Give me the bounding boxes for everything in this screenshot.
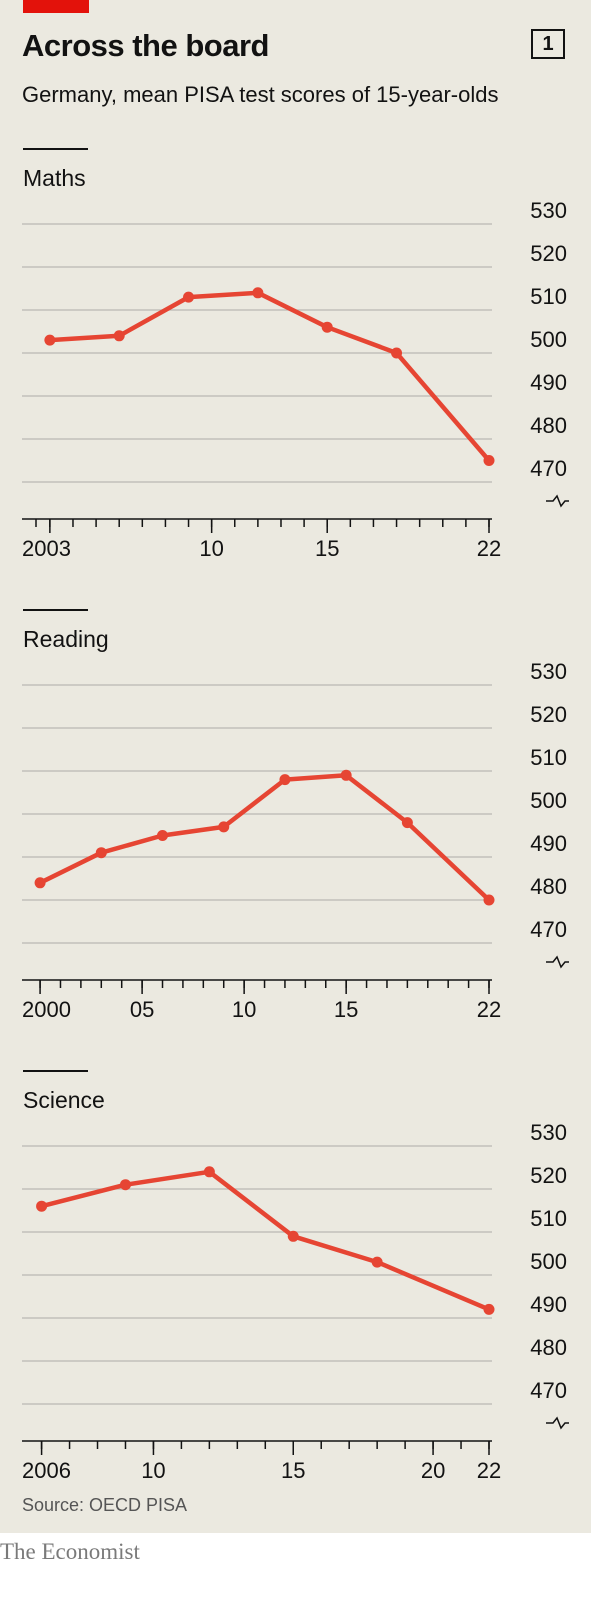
x-tick-label: 10 [199, 536, 223, 561]
y-tick-label: 470 [530, 917, 567, 942]
data-point [252, 287, 264, 299]
y-tick-label: 500 [530, 327, 567, 352]
series-line [39, 1169, 492, 1312]
data-point [44, 334, 56, 346]
axis-break-icon [546, 494, 569, 508]
x-tick-label: 22 [477, 1458, 501, 1483]
data-point [157, 830, 169, 841]
y-tick-label: 500 [530, 788, 567, 813]
series-line [47, 290, 492, 463]
y-tick-label: 510 [530, 284, 567, 309]
y-tick-label: 490 [530, 1292, 567, 1317]
x-tick-label: 2006 [22, 1458, 71, 1483]
x-tick-label: 10 [141, 1458, 165, 1483]
x-tick-label: 05 [130, 997, 154, 1022]
y-tick-label: 490 [530, 370, 567, 395]
y-tick-label: 480 [530, 874, 567, 899]
data-point [401, 817, 413, 829]
data-point [34, 877, 46, 889]
x-tick-label: 15 [315, 536, 339, 561]
y-tick-label: 530 [530, 659, 567, 684]
panel-title: Science [23, 1087, 105, 1113]
y-tick-label: 500 [530, 1249, 567, 1274]
data-point [203, 1166, 215, 1178]
chart-number-badge: 1 [531, 29, 565, 59]
y-tick-label: 470 [530, 1378, 567, 1403]
x-tick-label: 20 [421, 1458, 445, 1483]
y-tick-label: 510 [530, 745, 567, 770]
data-point [119, 1179, 131, 1191]
data-point [391, 347, 403, 359]
data-point [36, 1200, 48, 1212]
x-tick-label: 22 [477, 536, 501, 561]
data-point [340, 769, 352, 781]
x-tick-label: 15 [334, 997, 358, 1022]
panel-title: Reading [23, 626, 109, 652]
y-tick-label: 520 [530, 1163, 567, 1188]
axis-break-icon [546, 955, 569, 969]
chart-panel: Across the board 1 Germany, mean PISA te… [0, 0, 591, 1533]
x-tick-label: 22 [477, 997, 501, 1022]
axis-break-icon [546, 1416, 569, 1430]
data-point [218, 821, 230, 833]
y-tick-label: 530 [530, 1120, 567, 1145]
y-tick-label: 470 [530, 456, 567, 481]
data-point [483, 455, 495, 466]
y-tick-label: 520 [530, 702, 567, 727]
data-point [483, 894, 495, 906]
x-tick-label: 10 [232, 997, 256, 1022]
y-tick-label: 490 [530, 831, 567, 856]
y-tick-label: 510 [530, 1206, 567, 1231]
series-line [37, 773, 492, 903]
data-point [321, 321, 333, 333]
data-point [183, 291, 195, 303]
panel-title: Maths [23, 165, 86, 191]
y-tick-label: 520 [530, 241, 567, 266]
charts-canvas: Maths 530 520 510 500 490 480 470 2003 10 15 22 Read… [22, 148, 569, 1483]
data-point [287, 1230, 299, 1242]
y-tick-label: 480 [530, 1335, 567, 1360]
data-point [483, 1303, 495, 1315]
x-tick-label: 15 [281, 1458, 305, 1483]
data-point [95, 847, 107, 859]
data-point [113, 330, 125, 342]
x-tick-label: 2000 [22, 997, 71, 1022]
y-tick-label: 480 [530, 413, 567, 438]
source-note: Source: OECD PISA [22, 1495, 188, 1515]
chart-subtitle: Germany, mean PISA test scores of 15-yea… [22, 82, 499, 107]
chart-title: Across the board [22, 28, 269, 63]
publisher-logo: The Economist [0, 1539, 140, 1564]
data-point [279, 774, 291, 786]
x-tick-label: 2003 [22, 536, 71, 561]
y-tick-label: 530 [530, 198, 567, 223]
data-point [371, 1256, 383, 1268]
accent-bar [23, 0, 89, 13]
